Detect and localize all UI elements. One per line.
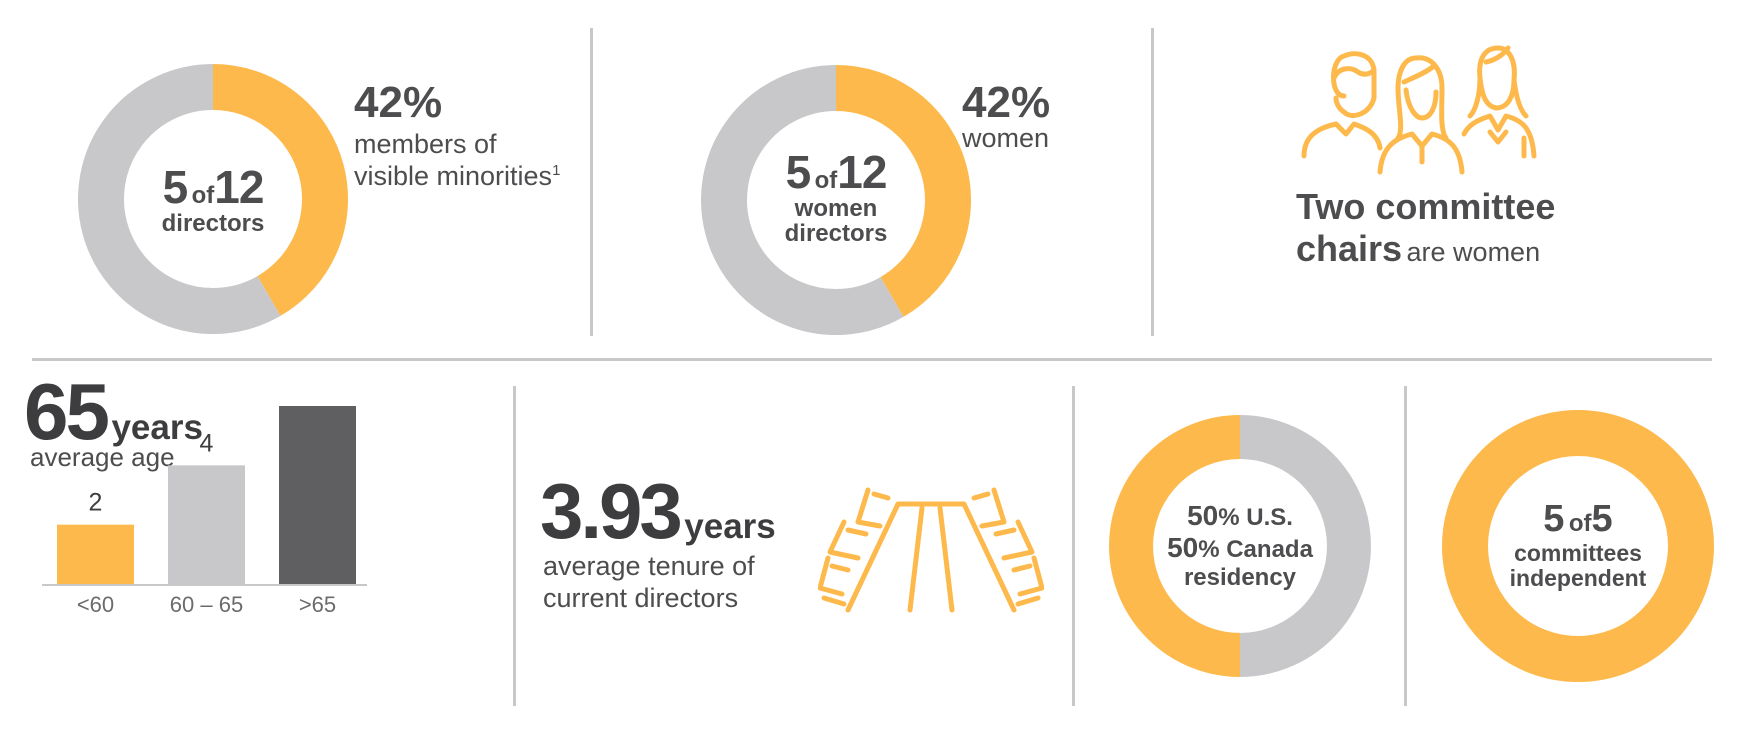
average-age-desc: average age: [30, 442, 175, 472]
age-bar-1: [168, 465, 245, 584]
visible-minorities-desc-1: members of: [354, 129, 497, 159]
divider-bottom-2: [1072, 386, 1075, 706]
committees-count: 5: [1543, 498, 1565, 540]
visible-minorities-footnote: 1: [552, 162, 561, 180]
committee-chairs-bold-2: chairs: [1296, 228, 1403, 270]
donut-slice-canada: [1239, 415, 1371, 677]
women-percent: 42%: [962, 78, 1051, 127]
residency-ca-value: 50: [1167, 532, 1199, 564]
residency-donut: [1109, 415, 1371, 677]
donut-slice-other: [78, 64, 281, 334]
visible-minorities-donut: [78, 64, 348, 334]
divider-horizontal: [32, 358, 1712, 361]
tenure-headline: 3.93 years: [540, 466, 776, 557]
divider-top-2: [1151, 28, 1154, 336]
tenure-desc-block: average tenure of current directors: [543, 550, 755, 615]
boardroom-table-icon: [818, 487, 1044, 613]
residency-line3: residency: [1183, 564, 1297, 592]
donut-slice-visible-minorities: [212, 64, 348, 316]
visible-minorities-total: 12: [214, 161, 264, 213]
tenure-unit: years: [684, 507, 776, 546]
divider-top-1: [590, 28, 593, 336]
committees-line3: independent: [1509, 565, 1647, 592]
tenure-desc-1: average tenure of: [543, 551, 755, 581]
average-age-headline: 65 years: [24, 366, 203, 458]
visible-minorities-desc-2: visible minorities: [354, 161, 553, 192]
three-people-icon: [1301, 45, 1537, 175]
residency-ca-label: % Canada: [1198, 536, 1313, 564]
committee-chairs-rest: are women: [1406, 237, 1541, 268]
committee-chairs-text: Two committee chairs are women: [1296, 186, 1555, 271]
visible-minorities-of: of: [191, 182, 215, 209]
residency-center: 50% U.S. 50% Canada residency: [1145, 500, 1335, 592]
women-percent-block: 42% women: [962, 78, 1050, 154]
donut-slice-independent: [1442, 410, 1714, 682]
average-age-unit: years: [111, 408, 203, 447]
visible-minorities-percent: 42%: [354, 78, 443, 127]
visible-minorities-percent-block: 42% members of visible minorities1: [354, 78, 560, 193]
age-category-label-0: <60: [77, 592, 114, 617]
age-bar-value-0: 2: [89, 489, 103, 517]
visible-minorities-center: 5 of12 directors: [118, 161, 308, 238]
committees-of: of: [1568, 510, 1592, 537]
women-donut: [701, 65, 971, 335]
donut-slice-u-s-: [1109, 415, 1241, 677]
visible-minorities-count: 5: [162, 161, 189, 213]
visible-minorities-unit: directors: [161, 210, 265, 238]
divider-bottom-3: [1404, 386, 1407, 706]
age-category-label-1: 60 – 65: [170, 592, 243, 617]
women-unit-2: directors: [784, 220, 888, 248]
residency-us-label: % U.S.: [1218, 504, 1293, 531]
age-category-label-2: >65: [299, 592, 336, 617]
women-desc: women: [962, 123, 1050, 153]
tenure-desc-2: current directors: [543, 583, 739, 614]
women-unit-1: women: [794, 195, 878, 223]
average-age-value: 65: [24, 367, 110, 456]
age-bar-0: [57, 524, 134, 584]
donut-slice-women: [835, 65, 971, 317]
divider-bottom-1: [513, 386, 516, 706]
women-count: 5: [785, 146, 812, 198]
residency-us-value: 50: [1187, 500, 1219, 531]
committees-line2: committees: [1514, 539, 1642, 566]
women-total: 12: [837, 146, 887, 198]
women-center: 5 of12 women directors: [741, 148, 931, 247]
committee-chairs-bold-1: Two committee: [1296, 186, 1556, 227]
donut-slice-other: [701, 65, 904, 335]
age-bar-value-1: 4: [200, 429, 214, 457]
women-of: of: [814, 167, 838, 194]
tenure-value: 3.93: [540, 467, 683, 555]
age-bar-2: [279, 406, 356, 584]
committees-donut: [1442, 410, 1714, 682]
committees-total: 5: [1591, 498, 1613, 540]
committees-center: 5 of5 committees independent: [1483, 498, 1673, 592]
